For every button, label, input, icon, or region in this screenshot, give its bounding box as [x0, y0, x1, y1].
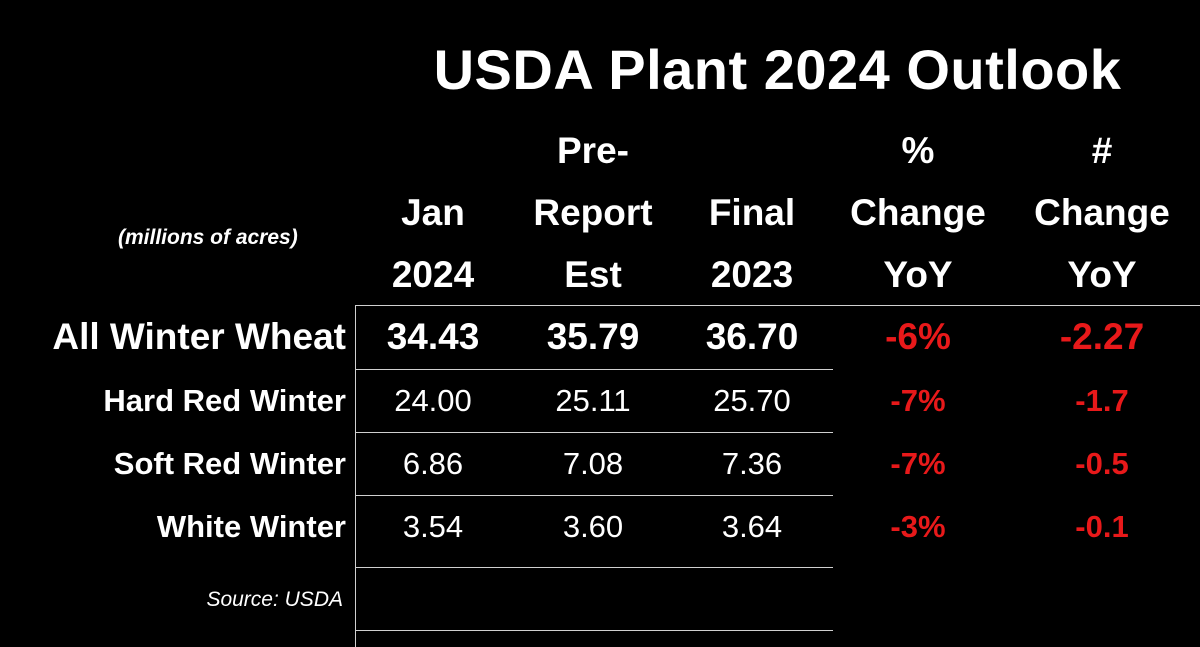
column-header-line: Change	[1034, 192, 1170, 233]
table-cell-pct_change_yoy: -3%	[890, 509, 946, 544]
table-cell-num_change_yoy: -0.5	[1075, 446, 1129, 481]
units-note: (millions of acres)	[118, 226, 298, 249]
row-label: White Winter	[156, 509, 346, 544]
table-cell-jan2024: 3.54	[402, 509, 464, 544]
column-header-final2023: Final 2023	[657, 182, 847, 306]
column-header-line: 2024	[391, 254, 475, 295]
column-header-line: YoY	[883, 254, 953, 295]
column-header-line: Final	[708, 192, 796, 233]
table-cell-pct_change_yoy: -7%	[890, 446, 946, 481]
table-cell-num_change_yoy: -1.7	[1075, 383, 1129, 418]
table-left-border	[355, 305, 356, 647]
table-cell-num_change_yoy: -0.1	[1075, 509, 1129, 544]
row-divider-line	[355, 369, 833, 370]
column-header-num_change_yoy: # Change YoY	[1007, 120, 1197, 306]
column-header-line: YoY	[1067, 254, 1137, 295]
row-label: Soft Red Winter	[113, 446, 346, 481]
source-note: Source: USDA	[206, 588, 343, 611]
table-cell-pre_report_est: 35.79	[546, 316, 640, 357]
table-cell-pct_change_yoy: -7%	[890, 383, 946, 418]
row-divider-line	[355, 432, 833, 433]
table-cell-pre_report_est: 25.11	[555, 383, 631, 418]
column-header-line: Change	[850, 192, 986, 233]
table-cell-num_change_yoy: -2.27	[1059, 316, 1145, 357]
column-header-line: Pre-	[557, 130, 629, 171]
table-cell-pct_change_yoy: -6%	[885, 316, 951, 357]
table-cell-pre_report_est: 7.08	[562, 446, 624, 481]
table-cell-final2023: 3.64	[721, 509, 783, 544]
column-header-pct_change_yoy: % Change YoY	[823, 120, 1013, 306]
header-divider-line	[355, 305, 1200, 306]
row-divider-line	[355, 495, 833, 496]
table-cell-final2023: 7.36	[721, 446, 783, 481]
row-label: Hard Red Winter	[103, 383, 346, 418]
table-cell-final2023: 36.70	[705, 316, 799, 357]
table-cell-jan2024: 24.00	[394, 383, 472, 418]
column-header-line: Est	[564, 254, 622, 295]
row-label: All Winter Wheat	[52, 316, 346, 357]
column-header-line: 2023	[710, 254, 794, 295]
chart-title: USDA Plant 2024 Outlook	[433, 38, 1122, 101]
row-divider-line	[355, 567, 833, 568]
column-header-jan2024: Jan 2024	[338, 182, 528, 306]
row-divider-line	[355, 630, 833, 631]
column-header-line: Report	[533, 192, 653, 233]
column-header-line: Jan	[401, 192, 465, 233]
table-cell-final2023: 25.70	[713, 383, 791, 418]
column-header-line: #	[1091, 130, 1113, 171]
column-header-pre_report_est: Pre- Report Est	[498, 120, 688, 306]
table-cell-pre_report_est: 3.60	[562, 509, 624, 544]
column-header-line: %	[901, 130, 935, 171]
table-cell-jan2024: 6.86	[402, 446, 464, 481]
table-cell-jan2024: 34.43	[386, 316, 480, 357]
